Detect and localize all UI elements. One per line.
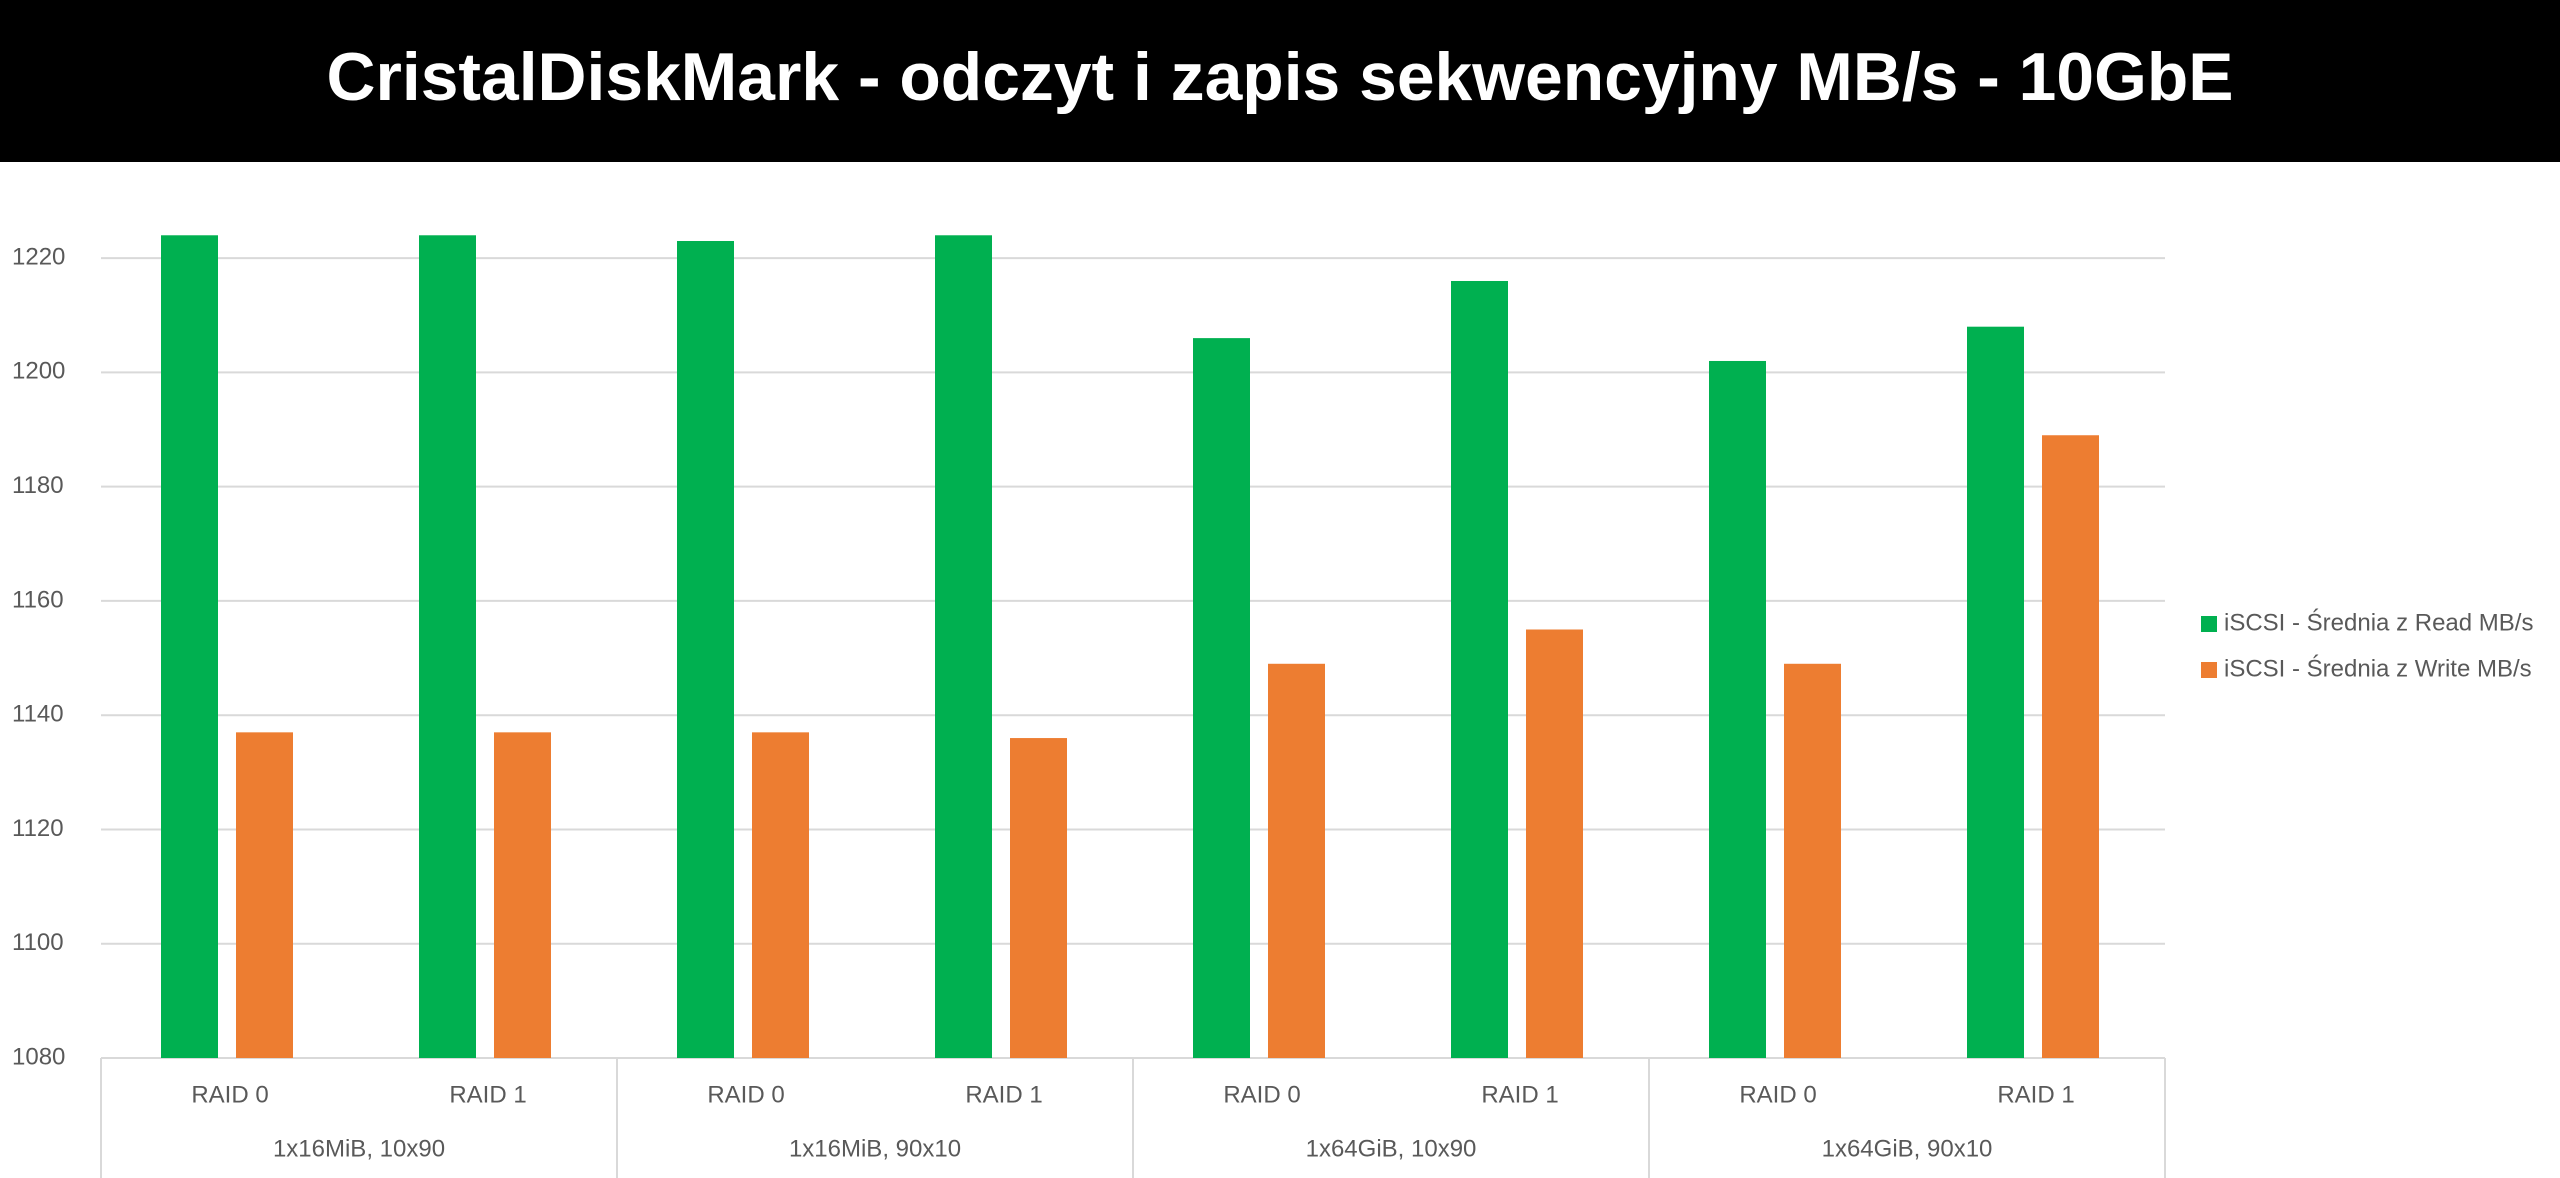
bar: [752, 732, 809, 1058]
x-tick-label: RAID 1: [1997, 1081, 2074, 1108]
bar: [1709, 360, 1766, 1058]
group-label: 1x16MiB, 90x10: [789, 1135, 961, 1162]
bar: [1193, 338, 1250, 1058]
group-label: 1x64GiB, 90x10: [1822, 1135, 1993, 1162]
legend-swatch: [2201, 662, 2217, 678]
bar: [236, 732, 293, 1058]
bar: [2042, 435, 2099, 1058]
x-tick-label: RAID 0: [1739, 1081, 1816, 1108]
group-label: 1x64GiB, 10x90: [1306, 1135, 1477, 1162]
bar: [419, 235, 476, 1058]
x-tick-label: RAID 0: [707, 1081, 784, 1108]
legend-label: iSCSI - Średnia z Write MB/s: [2224, 654, 2532, 682]
x-tick-label: RAID 1: [449, 1081, 526, 1108]
group-label: 1x16MiB, 10x90: [273, 1135, 445, 1162]
bar: [494, 732, 551, 1058]
y-tick-label: 1160: [12, 586, 64, 613]
y-tick-label: 1080: [12, 1043, 65, 1070]
x-tick-label: RAID 1: [965, 1081, 1042, 1108]
x-tick-label: RAID 1: [1481, 1081, 1558, 1108]
y-tick-label: 1220: [12, 243, 65, 270]
y-tick-label: 1120: [12, 815, 64, 842]
legend-swatch: [2201, 616, 2217, 632]
y-tick-label: 1100: [12, 929, 64, 956]
bar: [935, 235, 992, 1058]
x-tick-label: RAID 0: [1223, 1081, 1300, 1108]
bar: [1967, 326, 2024, 1058]
legend-label: iSCSI - Średnia z Read MB/s: [2224, 608, 2533, 636]
bar: [1451, 280, 1508, 1058]
bar: [677, 240, 734, 1058]
y-tick-label: 1140: [12, 701, 64, 728]
x-tick-label: RAID 0: [191, 1081, 268, 1108]
chart-title: CristalDiskMark - odczyt i zapis sekwenc…: [327, 39, 2234, 115]
bar: [1268, 663, 1325, 1058]
bar: [161, 235, 218, 1058]
y-tick-label: 1200: [12, 358, 65, 385]
header-band: [0, 0, 2560, 162]
bar: [1010, 738, 1067, 1058]
y-tick-label: 1180: [12, 472, 64, 499]
bar: [1526, 629, 1583, 1058]
bar: [1784, 663, 1841, 1058]
